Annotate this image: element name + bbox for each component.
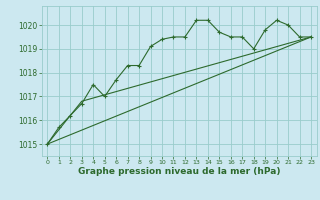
X-axis label: Graphe pression niveau de la mer (hPa): Graphe pression niveau de la mer (hPa) bbox=[78, 167, 280, 176]
